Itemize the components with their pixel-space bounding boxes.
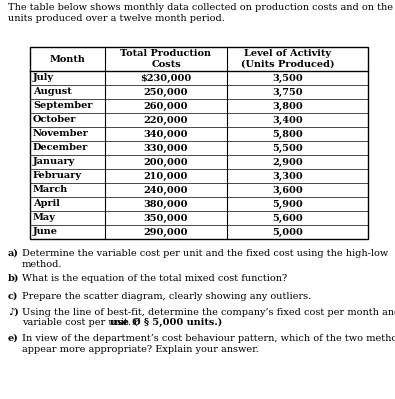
Text: 380,000: 380,000 [144, 200, 188, 209]
Text: 3,500: 3,500 [273, 73, 303, 83]
Text: 220,000: 220,000 [144, 115, 188, 124]
Text: Level of Activity
(Units Produced): Level of Activity (Units Produced) [241, 49, 335, 69]
Text: 3,400: 3,400 [273, 115, 303, 124]
Text: c): c) [8, 292, 19, 301]
Text: The table below shows monthly data collected on production costs and on the numb: The table below shows monthly data colle… [8, 3, 395, 24]
Text: 340,000: 340,000 [144, 130, 188, 138]
Text: July: July [33, 73, 54, 83]
Text: 3,800: 3,800 [273, 101, 303, 111]
Text: Prepare the scatter diagram, clearly showing any outliers.: Prepare the scatter diagram, clearly sho… [22, 292, 311, 301]
Text: October: October [33, 115, 77, 124]
Text: 2,900: 2,900 [273, 158, 303, 166]
Text: ♪): ♪) [8, 308, 19, 317]
Text: 5,000: 5,000 [273, 227, 303, 237]
Text: 200,000: 200,000 [144, 158, 188, 166]
Text: 210,000: 210,000 [144, 172, 188, 180]
Text: b): b) [8, 274, 19, 283]
Text: What is the equation of the total mixed cost function?: What is the equation of the total mixed … [22, 274, 287, 283]
Text: September: September [33, 101, 92, 111]
Text: $230,000: $230,000 [140, 73, 192, 83]
Text: 5,800: 5,800 [273, 130, 303, 138]
Text: April: April [33, 200, 60, 209]
Text: 5,900: 5,900 [273, 200, 303, 209]
Text: 290,000: 290,000 [144, 227, 188, 237]
Text: May: May [33, 213, 56, 223]
Text: 240,000: 240,000 [144, 186, 188, 194]
Text: In view of the department’s cost behaviour pattern, which of the two methods
app: In view of the department’s cost behavio… [22, 334, 395, 354]
Text: 3,600: 3,600 [273, 186, 303, 194]
Text: December: December [33, 144, 88, 152]
Text: March: March [33, 186, 68, 194]
Text: Determine the variable cost per unit and the fixed cost using the high-low
metho: Determine the variable cost per unit and… [22, 249, 388, 269]
Text: Month: Month [49, 55, 85, 63]
Text: variable cost per unit. (: variable cost per unit. ( [22, 318, 138, 327]
Text: 330,000: 330,000 [144, 144, 188, 152]
Text: 350,000: 350,000 [144, 213, 188, 223]
Text: e): e) [8, 334, 19, 343]
Text: 260,000: 260,000 [144, 101, 188, 111]
Text: January: January [33, 158, 75, 166]
Text: November: November [33, 130, 89, 138]
Text: 250,000: 250,000 [144, 87, 188, 97]
Text: a): a) [8, 249, 19, 258]
Text: June: June [33, 227, 58, 237]
Text: August: August [33, 87, 72, 97]
Text: 3,750: 3,750 [273, 87, 303, 97]
Text: use Ø § 5,000 units.): use Ø § 5,000 units.) [110, 318, 222, 327]
Text: 3,300: 3,300 [273, 172, 303, 180]
Text: 5,500: 5,500 [273, 144, 303, 152]
Bar [30, 47, 368, 239]
Text: Using the line of best-fit, determine the company’s fixed cost per month and the: Using the line of best-fit, determine th… [22, 308, 395, 317]
Text: 5,600: 5,600 [273, 213, 303, 223]
Text: Total Production
Costs: Total Production Costs [120, 49, 211, 69]
Text: February: February [33, 172, 82, 180]
